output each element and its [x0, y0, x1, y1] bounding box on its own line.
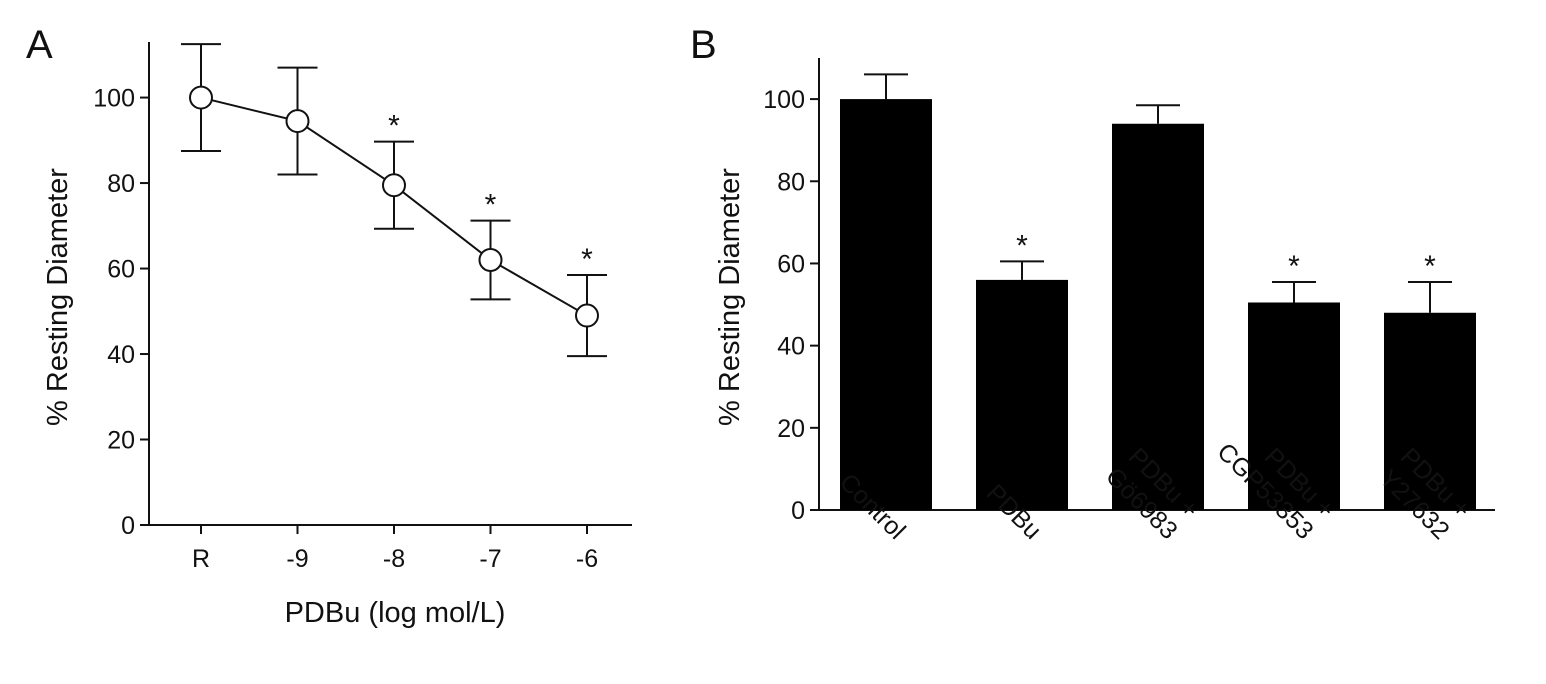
panel-b-y-ticks: 0 20 40 60 80 100: [763, 86, 819, 525]
panel-b-y-tick-label: 20: [777, 415, 805, 443]
panel-a-x-tick-label: R: [192, 545, 210, 573]
panel-b-bar: [1384, 312, 1476, 510]
panel-a-x-tick-label: -8: [383, 545, 405, 573]
panel-a-y-tick-label: 100: [93, 85, 135, 113]
panel-a-data-point: [478, 247, 503, 272]
panel-b-significance-marker: *: [1424, 250, 1436, 283]
panel-a-data-point: [575, 303, 599, 328]
panel-b-significance-marker: *: [1016, 229, 1028, 262]
panel-a-x-tick-label: -6: [576, 545, 598, 573]
panel-a-significance-marker: *: [581, 243, 593, 276]
panel-b-bar: [840, 99, 932, 510]
panel-b-y-tick-label: 80: [777, 168, 805, 196]
panel-a: A 0 20 40 60 80 100 R -9 -8 -7 -6 * * * PDBu (log m…: [26, 23, 632, 629]
panel-a-y-tick-label: 20: [107, 427, 135, 455]
panel-a-x-axis-title: PDBu (log mol/L): [285, 597, 506, 629]
panel-b-bar: [1112, 123, 1204, 510]
panel-b-y-tick-label: 0: [791, 497, 805, 525]
panel-a-data-point: [382, 173, 406, 198]
panel-a-data-point: [285, 109, 310, 134]
panel-b-bar: [976, 279, 1068, 510]
panel-a-significance-marker: *: [485, 189, 497, 222]
panel-a-significance-marker: *: [388, 110, 400, 143]
panel-b-y-tick-label: 100: [763, 86, 805, 114]
panel-a-data-point: [189, 85, 213, 110]
panel-a-y-axis-title: % Resting Diameter: [42, 168, 74, 426]
panel-a-y-tick-label: 0: [121, 512, 135, 540]
panel-b-bar: [1248, 302, 1340, 510]
panel-b-significance-marker: *: [1288, 250, 1300, 283]
panel-a-y-tick-label: 40: [107, 341, 135, 369]
panel-b-y-tick-label: 60: [777, 250, 805, 278]
panel-a-x-ticks: R -9 -8 -7 -6: [192, 525, 598, 573]
panel-label-b: B: [690, 23, 717, 67]
panel-a-x-tick-label: -7: [479, 545, 501, 573]
panel-a-x-tick-label: -9: [286, 545, 308, 573]
panel-b-y-axis-title: % Resting Diameter: [714, 168, 746, 426]
panel-a-y-ticks: 0 20 40 60 80 100: [93, 85, 149, 540]
panel-label-a: A: [26, 23, 53, 67]
panel-b-bars: * * *: [840, 73, 1476, 510]
panel-b-y-tick-label: 40: [777, 333, 805, 361]
panel-a-y-tick-label: 80: [107, 170, 135, 198]
panel-a-y-tick-label: 60: [107, 256, 135, 284]
panel-a-marks: * * *: [181, 43, 607, 358]
